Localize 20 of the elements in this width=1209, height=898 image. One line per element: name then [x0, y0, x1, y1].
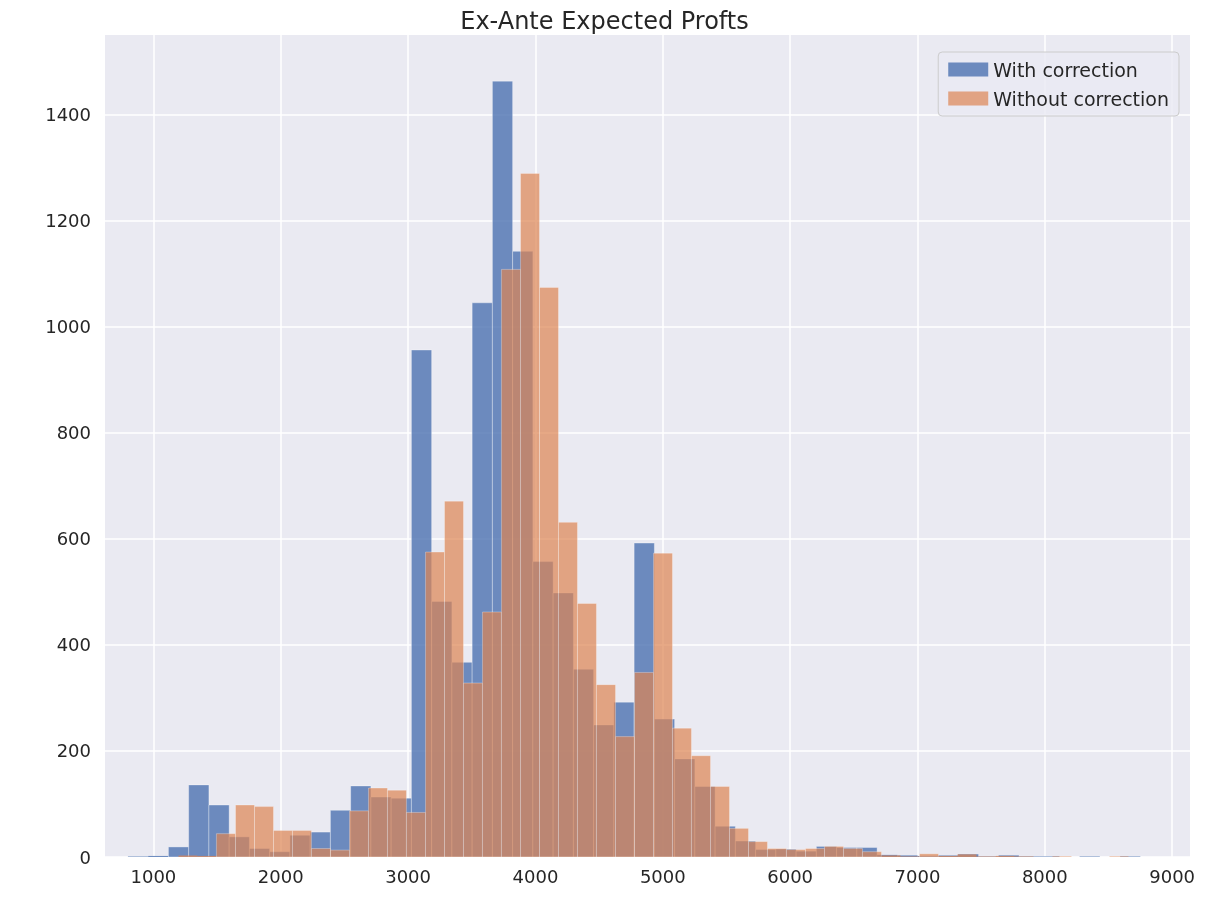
legend-label: Without correction — [993, 87, 1170, 110]
y-tick-label: 1000 — [45, 316, 91, 338]
y-tick-label: 0 — [79, 846, 91, 868]
x-tick-label: 1000 — [130, 865, 177, 887]
y-tick-label: 1400 — [45, 104, 91, 126]
y-tick-label: 600 — [56, 528, 91, 550]
x-tick-label: 9000 — [1149, 865, 1196, 887]
chart-title: Ex-Ante Expected Profts — [460, 7, 749, 35]
x-tick-label: 4000 — [512, 865, 559, 887]
x-tick-label: 8000 — [1021, 865, 1068, 887]
y-tick-label: 1200 — [45, 210, 91, 232]
x-tick-label: 2000 — [257, 865, 304, 887]
x-tick-label: 7000 — [894, 865, 941, 887]
x-tick-label: 5000 — [639, 865, 686, 887]
x-tick-label: 6000 — [767, 865, 814, 887]
y-tick-label: 400 — [56, 634, 91, 656]
y-tick-label: 200 — [56, 740, 91, 762]
x-tick-label: 3000 — [385, 865, 431, 887]
legend-label: With correction — [993, 58, 1138, 81]
y-tick-label: 800 — [56, 422, 91, 444]
